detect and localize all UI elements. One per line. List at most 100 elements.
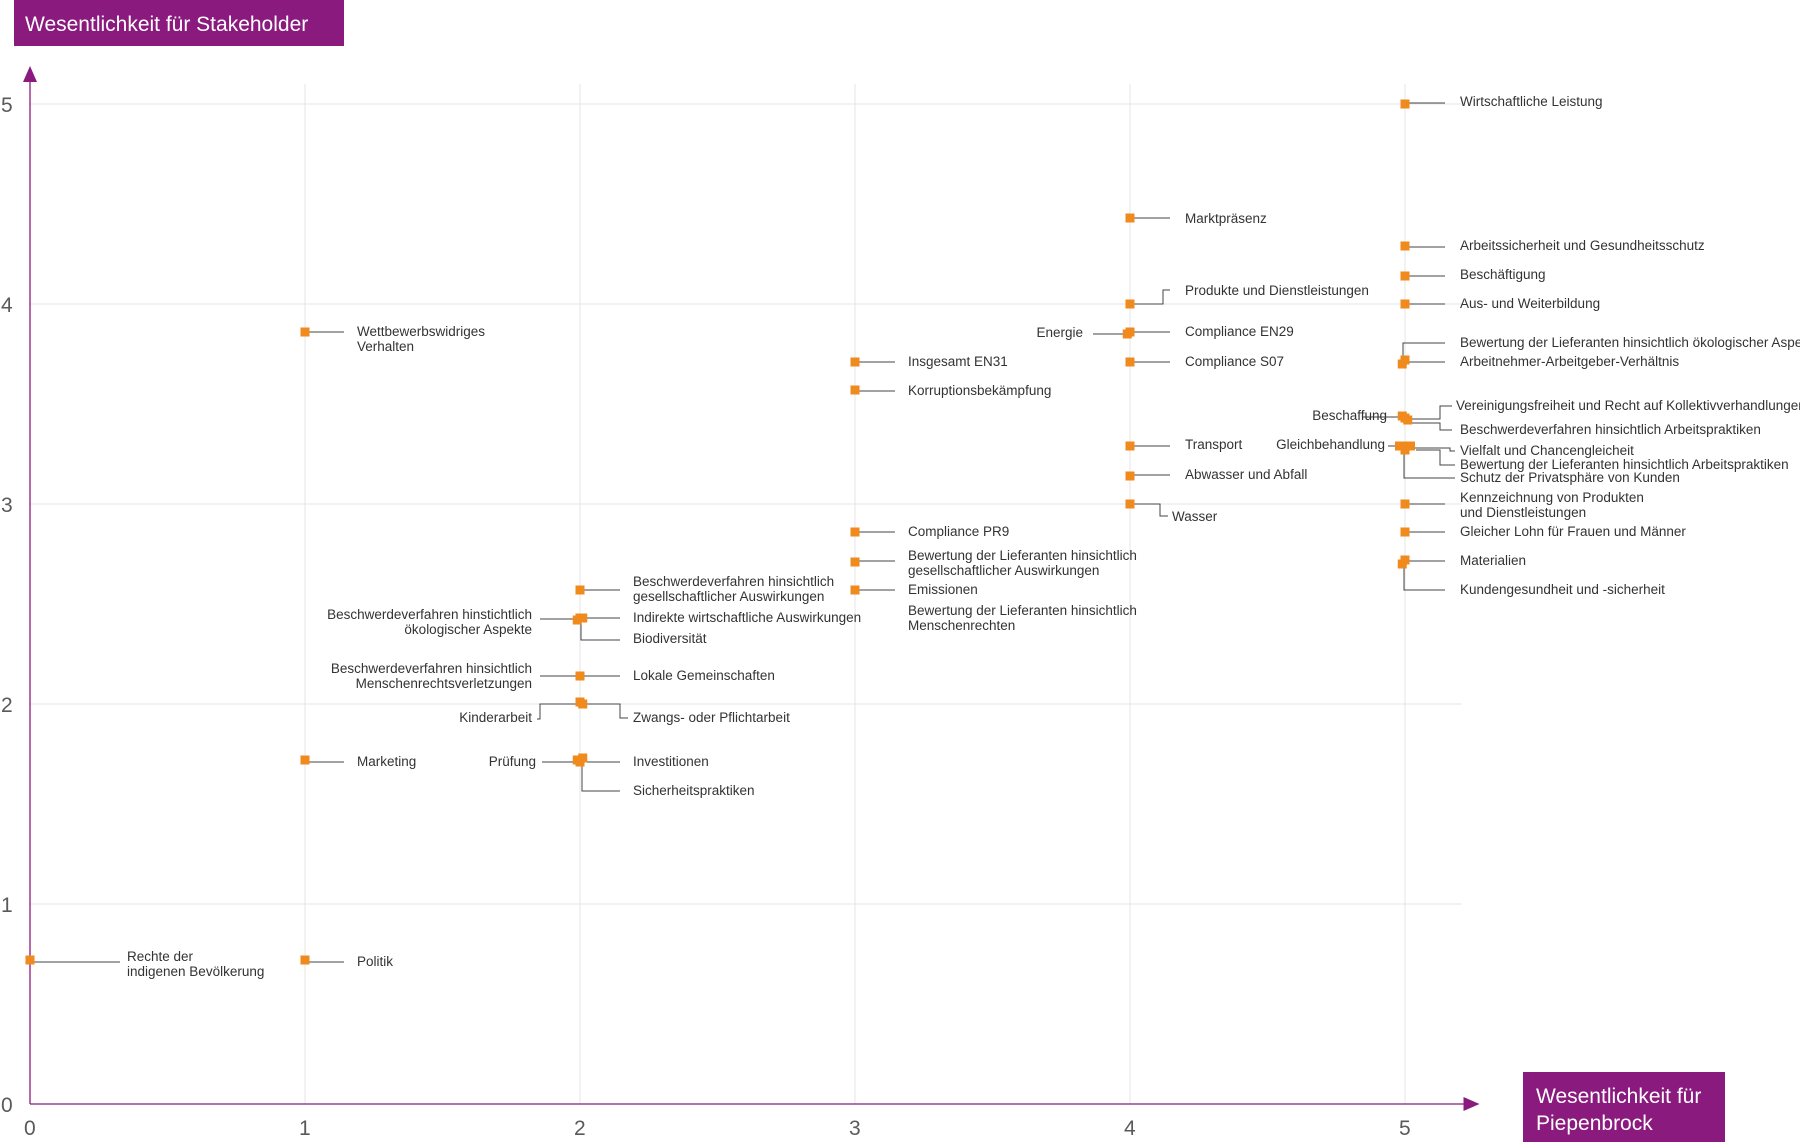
point-label: Aus- und Weiterbildung bbox=[1460, 296, 1600, 311]
data-point bbox=[1125, 357, 1135, 367]
point-label-line: Gleicher Lohn für Frauen und Männer bbox=[1460, 524, 1686, 539]
tick-labels: 0 1 2 3 4 5 0 1 2 3 4 5 bbox=[1, 94, 1411, 1140]
y-axis-arrow-icon bbox=[23, 66, 37, 82]
data-point bbox=[1397, 359, 1407, 369]
leader-line bbox=[537, 703, 578, 720]
point-label: Indirekte wirtschaftliche Auswirkungen bbox=[633, 610, 861, 625]
point-label-line: Biodiversität bbox=[633, 631, 707, 646]
point-label-line: Beschwerdeverfahren hinsichtlich bbox=[331, 661, 532, 676]
point-label-line: Marketing bbox=[357, 754, 416, 769]
x-tick-label: 2 bbox=[574, 1117, 586, 1140]
data-point bbox=[1400, 299, 1410, 309]
data-point bbox=[1400, 527, 1410, 537]
data-point bbox=[300, 755, 310, 765]
point-label: Energie bbox=[1036, 325, 1083, 340]
point-label-line: Beschwerdeverfahren hinsichtlich bbox=[633, 574, 834, 589]
point-label-line: Bewertung der Lieferanten hinsichtlich A… bbox=[1460, 457, 1789, 472]
point-label: Korruptionsbekämpfung bbox=[908, 383, 1051, 398]
point-label-line: Wirtschaftliche Leistung bbox=[1460, 94, 1603, 109]
point-label-line: Vielfalt und Chancengleicheit bbox=[1460, 443, 1634, 458]
point-label-line: Marktpräsenz bbox=[1185, 211, 1267, 226]
point-label-line: Prüfung bbox=[489, 754, 536, 769]
data-point bbox=[575, 585, 585, 595]
point-label: Bewertung der Lieferanten hinsichtlich ge… bbox=[908, 548, 1137, 578]
point-label-line: Beschaffung bbox=[1312, 408, 1387, 423]
point-label: Arbeitnehmer-Arbeitgeber-Verhältnis bbox=[1460, 354, 1679, 369]
point-label-line: Gleichbehandlung bbox=[1276, 437, 1385, 452]
point-label-line: Lokale Gemeinschaften bbox=[633, 668, 775, 683]
point-label: Wasser bbox=[1172, 509, 1218, 524]
point-label: Rechte der indigenen Bevölkerung bbox=[127, 949, 264, 979]
x-axis-title-line-2: Piepenbrock bbox=[1536, 1112, 1653, 1135]
point-label: Beschwerdeverfahren hinsichtlich gesellsc… bbox=[633, 574, 834, 604]
point-label: Beschwerdeverfahren hinsichtlich Arbeits… bbox=[1460, 422, 1761, 437]
data-point bbox=[1125, 441, 1135, 451]
point-label: Arbeitssicherheit und Gesundheitsschutz bbox=[1460, 238, 1705, 253]
point-label: Wirtschaftliche Leistung bbox=[1460, 94, 1603, 109]
point-label-line: Abwasser und Abfall bbox=[1185, 467, 1307, 482]
data-point bbox=[1400, 99, 1410, 109]
data-point bbox=[575, 671, 585, 681]
data-point bbox=[1122, 329, 1132, 339]
data-point bbox=[1125, 471, 1135, 481]
point-label: Politik bbox=[357, 954, 393, 969]
point-label: Beschäftigung bbox=[1460, 267, 1546, 282]
x-axis-title: Wesentlichkeit für Piepenbrock bbox=[1523, 1072, 1725, 1142]
data-point bbox=[1125, 213, 1135, 223]
point-label: Zwangs- oder Pflichtarbeit bbox=[633, 710, 790, 725]
point-label: Beschwerdeverfahren hinstichtlich ökologi… bbox=[327, 607, 532, 637]
point-label-line: Kinderarbeit bbox=[459, 710, 532, 725]
point-labels: Wirtschaftliche Leistung Marktpräsenz Arbe… bbox=[127, 94, 1800, 979]
data-point bbox=[850, 527, 860, 537]
data-points bbox=[25, 99, 1415, 965]
data-point bbox=[1400, 499, 1410, 509]
y-tick-label: 0 bbox=[1, 1094, 13, 1117]
point-label: Materialien bbox=[1460, 553, 1526, 568]
leader-line bbox=[1133, 289, 1170, 305]
data-point bbox=[1400, 271, 1410, 281]
point-label: Transport bbox=[1185, 437, 1243, 452]
leader-line bbox=[1408, 405, 1452, 420]
point-label-line: Arbeitssicherheit und Gesundheitsschutz bbox=[1460, 238, 1705, 253]
point-label-line: Wasser bbox=[1172, 509, 1218, 524]
point-label-line: Arbeitnehmer-Arbeitgeber-Verhältnis bbox=[1460, 354, 1679, 369]
point-label-line: Transport bbox=[1185, 437, 1243, 452]
point-label-line: Beschäftigung bbox=[1460, 267, 1546, 282]
x-tick-label: 1 bbox=[299, 1117, 311, 1140]
leader-line bbox=[1416, 449, 1455, 466]
point-label: Beschwerdeverfahren hinsichtlich Menschen… bbox=[331, 661, 532, 691]
point-label: Compliance PR9 bbox=[908, 524, 1009, 539]
point-label-line: Compliance S07 bbox=[1185, 354, 1284, 369]
data-point bbox=[575, 757, 585, 767]
y-tick-label: 5 bbox=[1, 94, 13, 117]
leader-line bbox=[1413, 447, 1455, 452]
x-tick-label: 0 bbox=[24, 1117, 36, 1140]
data-point bbox=[1395, 441, 1404, 451]
x-tick-label: 5 bbox=[1399, 1117, 1411, 1140]
data-point bbox=[1403, 415, 1413, 425]
point-label-line: Beschwerdeverfahren hinstichtlich bbox=[327, 607, 532, 622]
y-axis-title-text: Wesentlichkeit für Stakeholder bbox=[25, 13, 308, 36]
point-label-line: Insgesamt EN31 bbox=[908, 354, 1008, 369]
point-label-line: Energie bbox=[1036, 325, 1083, 340]
leader-lines bbox=[32, 102, 1455, 963]
data-point bbox=[300, 955, 310, 965]
point-label-line: indigenen Bevölkerung bbox=[127, 964, 264, 979]
point-label: Abwasser und Abfall bbox=[1185, 467, 1307, 482]
point-label: Marktpräsenz bbox=[1185, 211, 1267, 226]
y-axis-title: Wesentlichkeit für Stakeholder bbox=[14, 0, 344, 46]
point-label: Vielfalt und Chancengleicheit bbox=[1460, 443, 1634, 458]
point-label-line: Kundengesundheit und -sicherheit bbox=[1460, 582, 1665, 597]
point-label-line: Beschwerdeverfahren hinsichtlich Arbeits… bbox=[1460, 422, 1761, 437]
point-label: Bewertung der Lieferanten hinsichtlich ö… bbox=[1460, 335, 1800, 350]
leader-line bbox=[1133, 503, 1168, 517]
point-label: Kinderarbeit bbox=[459, 710, 532, 725]
point-label-line: Sicherheitspraktiken bbox=[633, 783, 755, 798]
point-label-line: Verhalten bbox=[357, 339, 414, 354]
leader-line bbox=[581, 766, 620, 792]
point-label-line: ökologischer Aspekte bbox=[404, 622, 532, 637]
y-tick-label: 2 bbox=[1, 694, 13, 717]
point-label: Sicherheitspraktiken bbox=[633, 783, 755, 798]
leader-line bbox=[1412, 422, 1452, 431]
point-label-line: Menschenrechten bbox=[908, 618, 1015, 633]
